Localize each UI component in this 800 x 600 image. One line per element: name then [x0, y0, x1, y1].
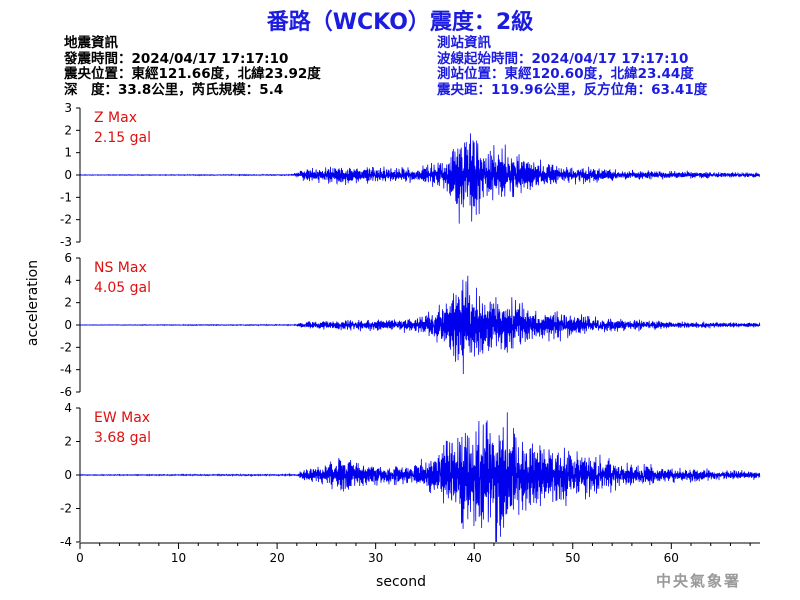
earthquake-info: 地震資訊 發震時間：2024/04/17 17:17:10 震央位置：東經121… [64, 35, 321, 98]
ew-peak-value: 3.68 gal [94, 430, 151, 446]
z-ytick-label: -1 [60, 190, 72, 204]
ns-ytick-label: 0 [64, 318, 72, 332]
ew-peak-label: EW Max [94, 410, 150, 426]
origin-time: 發震時間：2024/04/17 17:17:10 [64, 50, 289, 67]
station-location: 測站位置：東經120.60度，北緯23.44度 [437, 66, 694, 82]
depth-magnitude: 深 度：33.8公里，芮氏規模：5.4 [64, 81, 284, 98]
distance-azimuth: 震央距：119.96公里，反方位角：63.41度 [437, 81, 708, 98]
ns-ytick-label: 2 [64, 296, 72, 310]
wave-start-time: 波線起始時間：2024/04/17 17:17:10 [437, 50, 689, 67]
ns-ytick-label: -4 [60, 363, 72, 377]
y-axis-label: acceleration [25, 260, 41, 346]
epicenter: 震央位置：東經121.66度，北緯23.92度 [64, 66, 321, 82]
ns-peak-value: 4.05 gal [94, 280, 151, 296]
x-tick-label: 0 [76, 551, 84, 565]
z-waveform [79, 133, 761, 224]
z-peak-value: 2.15 gal [94, 130, 151, 146]
ns-ytick-label: 4 [64, 273, 72, 287]
ns-ytick-label: -6 [60, 385, 72, 399]
z-ytick-label: -3 [60, 235, 72, 249]
x-tick-label: 50 [565, 551, 580, 565]
ns-peak-label: NS Max [94, 260, 147, 276]
ew-waveform [79, 412, 761, 543]
ew-ytick-label: 2 [64, 435, 72, 449]
x-axis-label: second [376, 574, 426, 590]
page-title: 番路（WCKO）震度：2級 [266, 10, 534, 35]
ew-ytick-label: 4 [64, 401, 72, 415]
earthquake-info-heading: 地震資訊 [64, 35, 118, 51]
x-tick-label: 10 [171, 551, 186, 565]
x-tick-label: 40 [467, 551, 482, 565]
x-tick-label: 20 [269, 551, 284, 565]
ns-ytick-label: -2 [60, 340, 72, 354]
ew-ytick-label: -2 [60, 502, 72, 516]
station-info: 測站資訊 波線起始時間：2024/04/17 17:17:10 測站位置：東經1… [437, 35, 708, 98]
ew-ytick-label: 0 [64, 468, 72, 482]
agency-name: 中央氣象署 [656, 572, 742, 590]
ns-waveform [79, 275, 761, 375]
z-ytick-label: 3 [64, 101, 72, 115]
z-ytick-label: 2 [64, 123, 72, 137]
z-peak-label: Z Max [94, 110, 137, 126]
ew-ytick-label: -4 [60, 535, 72, 549]
z-ytick-label: -2 [60, 213, 72, 227]
z-ytick-label: 1 [64, 146, 72, 160]
ns-ytick-label: 6 [64, 251, 72, 265]
z-ytick-label: 0 [64, 168, 72, 182]
station-info-heading: 測站資訊 [437, 35, 491, 51]
x-tick-label: 30 [368, 551, 383, 565]
x-tick-label: 60 [664, 551, 679, 565]
